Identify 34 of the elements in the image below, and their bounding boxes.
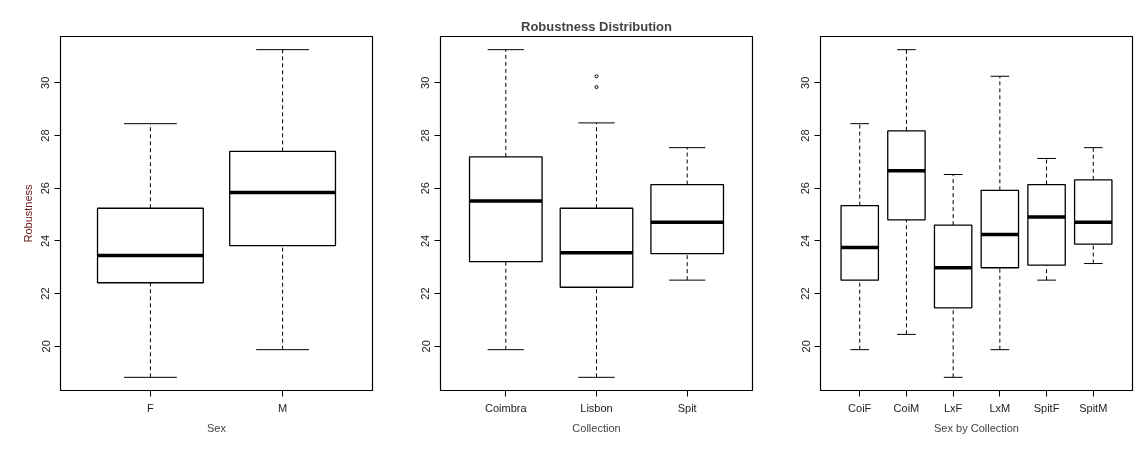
y-tick-label: 20 <box>39 340 52 353</box>
y-tick-label: 24 <box>419 234 432 248</box>
x-axis-title: Sex by Collection <box>934 421 1020 434</box>
x-axis-title: Collection <box>572 421 621 434</box>
y-tick-label: 24 <box>39 234 52 248</box>
x-tick-label: SpitF <box>1033 401 1060 414</box>
x-axis-title: Sex <box>207 421 227 434</box>
y-tick-label: 26 <box>799 182 812 195</box>
y-tick-label: 26 <box>39 182 52 195</box>
y-tick-label: 28 <box>39 129 52 142</box>
chart-title: Robustness Distribution <box>521 18 673 34</box>
y-tick-label: 24 <box>799 234 812 248</box>
x-tick-label: LxM <box>989 401 1011 414</box>
x-tick-label: CoiF <box>848 401 872 414</box>
x-tick-label: F <box>147 401 155 414</box>
x-tick-label: Lisbon <box>580 401 613 414</box>
y-tick-label: 22 <box>419 287 432 300</box>
x-tick-label: LxF <box>943 401 963 414</box>
x-tick-label: Coimbra <box>485 401 528 414</box>
y-tick-label: 28 <box>799 129 812 142</box>
y-tick-label: 22 <box>799 287 812 300</box>
y-tick-label: 30 <box>419 76 432 89</box>
x-tick-label: SpitM <box>1079 401 1108 414</box>
x-tick-label: Spit <box>677 401 697 414</box>
y-tick-label: 30 <box>799 76 812 89</box>
y-tick-label: 20 <box>799 340 812 353</box>
x-tick-label: CoiM <box>893 401 920 414</box>
y-tick-label: 20 <box>419 340 432 353</box>
x-tick-label: M <box>278 401 288 414</box>
y-tick-label: 22 <box>39 287 52 300</box>
y-tick-label: 30 <box>39 76 52 89</box>
y-tick-label: 28 <box>419 129 432 142</box>
y-tick-label: 26 <box>419 182 432 195</box>
y-axis-title: Robustness <box>21 183 34 243</box>
